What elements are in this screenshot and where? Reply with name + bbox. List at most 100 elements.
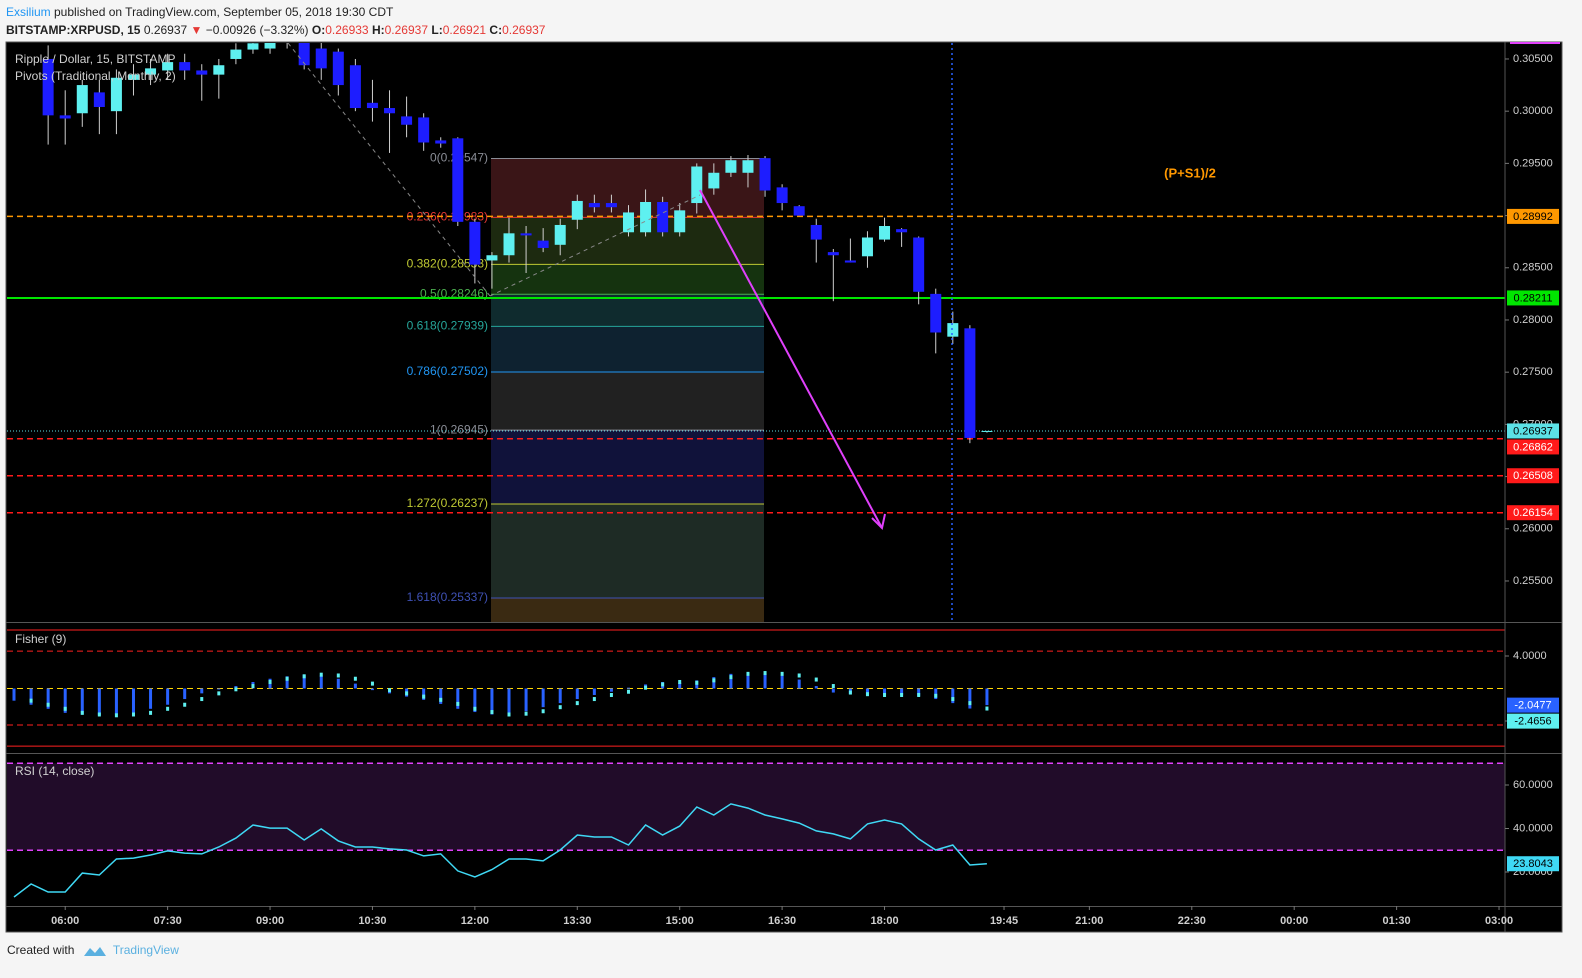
x-tick-label: 19:45: [990, 915, 1018, 927]
fisher-bar: [490, 688, 494, 715]
candle-body: [810, 224, 822, 240]
candle-body: [418, 117, 430, 143]
x-tick-label: 09:00: [256, 915, 284, 927]
candle-body: [691, 166, 703, 204]
fib-label: 0.618(0.27939): [407, 319, 488, 333]
trigger-dot: [763, 671, 767, 676]
created-with: Created with: [7, 943, 75, 957]
logo: [83, 946, 106, 956]
x-tick-label: 16:30: [768, 915, 796, 927]
candle-body: [759, 158, 771, 191]
candle-body: [213, 65, 225, 75]
trigger-dot: [131, 712, 135, 717]
candle-body: [520, 233, 532, 236]
fisher-bar: [968, 688, 972, 709]
fisher-bar: [780, 675, 784, 689]
change: −0.00926 (−3.32%): [205, 23, 309, 37]
fisher-bar: [678, 682, 682, 689]
fisher-bar: [97, 688, 101, 716]
rsi-band: [7, 763, 1505, 851]
trend-line: [287, 43, 491, 297]
price-tag-label: -2.0477: [1514, 700, 1551, 712]
trigger-dot: [626, 689, 630, 694]
trigger-dot: [848, 690, 852, 695]
fisher-bar: [319, 675, 323, 689]
x-tick-label: 21:00: [1075, 915, 1103, 927]
price-tag: [1507, 290, 1559, 306]
x-tick-label: 18:00: [870, 915, 898, 927]
fisher-bar: [797, 679, 801, 689]
candle-body: [793, 206, 805, 216]
candle-body: [588, 203, 600, 208]
low: 0.26921: [442, 23, 487, 37]
trigger-dot: [507, 712, 511, 717]
l-label: L:: [431, 23, 443, 37]
fib-zone: [491, 430, 764, 505]
candle-body: [640, 202, 652, 233]
candle-body: [315, 48, 327, 69]
price-tag-label: 23.8043: [1513, 858, 1553, 870]
fib-label: 0.382(0.28533): [407, 256, 488, 270]
trigger-dot: [900, 692, 904, 697]
candle-body: [230, 49, 242, 59]
fib-label: 1.618(0.25337): [407, 590, 488, 604]
candle-body: [59, 115, 71, 119]
arrow-line: [699, 189, 883, 529]
legend: Fisher (9): [15, 632, 66, 646]
brand[interactable]: TradingView: [112, 943, 179, 957]
candle-body: [554, 224, 566, 245]
fisher-bar: [985, 688, 989, 706]
trigger-dot: [575, 701, 579, 706]
fisher-bar: [29, 688, 33, 705]
price-tag-label: -2.4656: [1514, 716, 1551, 728]
fib-label: 1(0.26945): [430, 422, 488, 436]
fisher-bar: [746, 673, 750, 689]
trigger-dot: [336, 673, 340, 678]
price-tag-label: 0.28992: [1513, 211, 1553, 223]
fisher-bar: [422, 688, 426, 700]
candle-body: [162, 62, 174, 71]
candle-body: [725, 160, 737, 173]
trigger-dot: [746, 671, 750, 676]
trigger-dot: [780, 671, 784, 676]
trigger-dot: [558, 705, 562, 710]
candle-body: [742, 160, 754, 173]
trigger-dot: [439, 697, 443, 702]
trigger-dot: [695, 680, 699, 685]
x-tick-label: 03:00: [1485, 915, 1513, 927]
published: published on TradingView.com, September …: [50, 5, 394, 19]
candle-body: [366, 102, 378, 109]
fisher-bar: [80, 688, 84, 715]
trigger-dot: [609, 692, 613, 697]
trigger-dot: [712, 678, 716, 683]
price-panel: 0(0.29547)0.236(0.28983)0.382(0.28533)0.…: [7, 43, 1505, 622]
trigger-dot: [319, 672, 323, 677]
fisher-bar: [302, 674, 306, 689]
arrow-head: [871, 513, 886, 531]
x-tick-label: 12:00: [461, 915, 489, 927]
y-tick-label: 0.30500: [1513, 53, 1553, 65]
candle-body: [247, 43, 259, 50]
candle-body: [264, 43, 276, 49]
trigger-dot: [285, 676, 289, 681]
rsi-panel: [7, 762, 1505, 898]
trigger-dot: [63, 706, 67, 711]
author[interactable]: Exsilium: [6, 5, 51, 19]
trigger-dot: [29, 698, 33, 703]
candle-body: [384, 108, 396, 114]
fisher-bar: [234, 686, 238, 689]
header-line-2: BITSTAMP:XRPUSD, 15 0.26937 ▼ −0.00926 (…: [6, 21, 545, 39]
trigger-dot: [541, 709, 545, 714]
open: 0.26933: [325, 23, 369, 37]
price-tag: [1507, 697, 1559, 713]
trigger-dot: [234, 687, 238, 692]
candle-body: [42, 58, 54, 116]
candle-body: [827, 252, 839, 256]
y-tick-label: 0.25500: [1513, 575, 1553, 587]
price-tag: [1507, 439, 1559, 455]
fisher-bar: [541, 688, 545, 708]
fib-zone: [491, 504, 764, 598]
fisher-bar: [131, 688, 135, 713]
candle-body: [708, 172, 720, 189]
candle-body: [93, 92, 105, 107]
